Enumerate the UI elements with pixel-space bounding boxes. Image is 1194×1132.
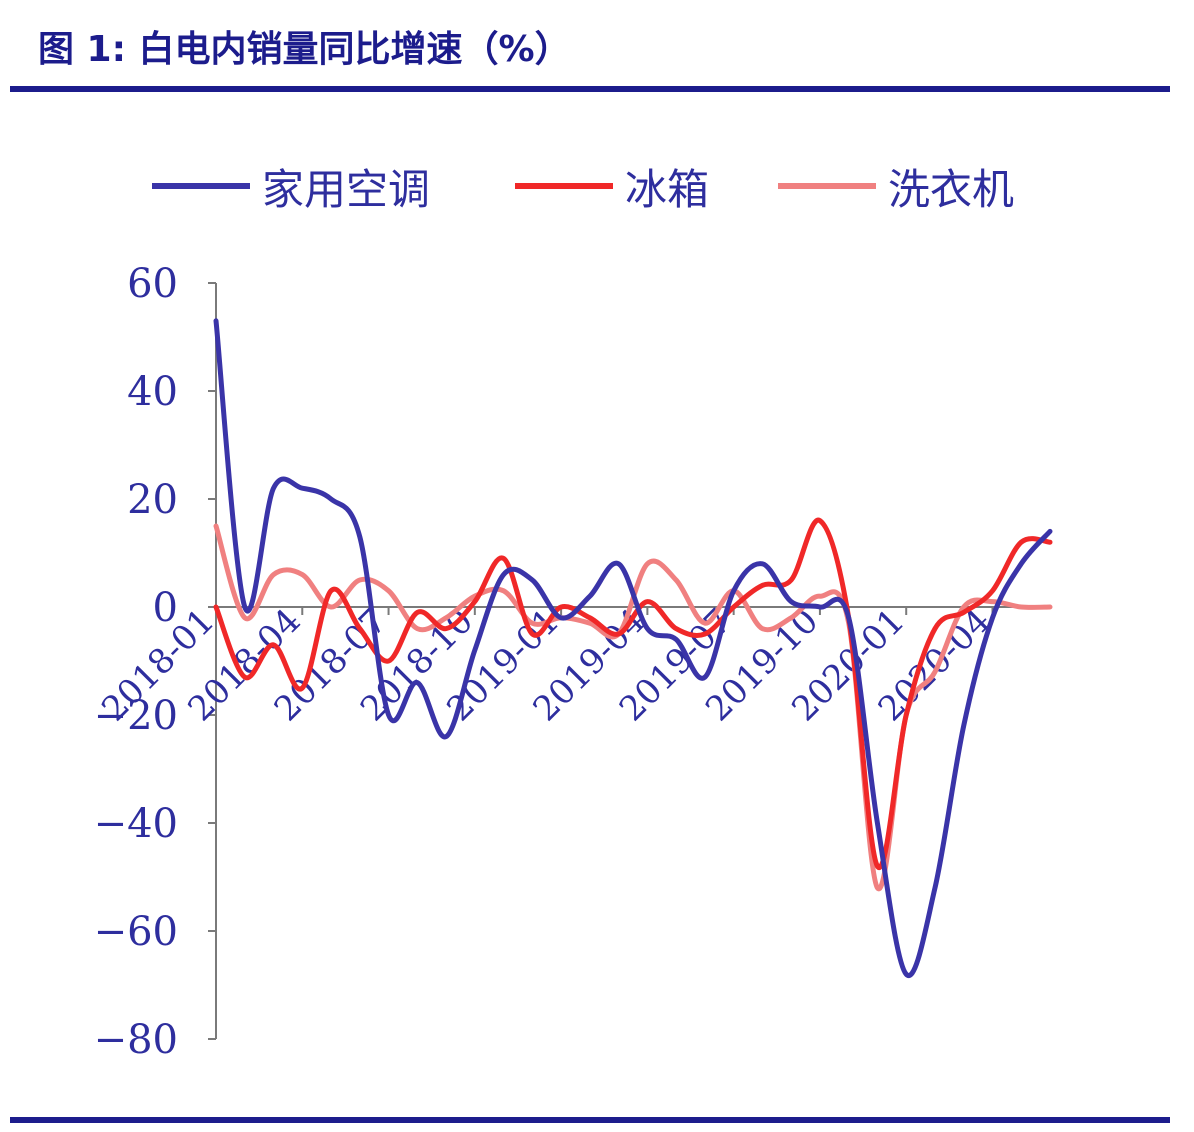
y-tick-label: −20	[94, 693, 178, 739]
top-rule	[10, 86, 1170, 92]
series-line-1	[213, 517, 1053, 871]
y-tick-label: 0	[153, 585, 178, 631]
y-tick-label: 60	[127, 261, 178, 307]
legend-label-2: 洗衣机	[888, 165, 1014, 214]
legend-label-0: 家用空调	[262, 165, 430, 214]
y-tick-label: −40	[94, 801, 178, 847]
y-tick-label: 40	[127, 369, 178, 415]
y-tick-label: −60	[94, 909, 178, 955]
series-lines	[213, 318, 1053, 979]
series-line-0	[213, 318, 1053, 979]
legend-label-1: 冰箱	[625, 165, 709, 214]
y-tick-label: −80	[94, 1017, 178, 1063]
y-tick-label: 20	[127, 477, 178, 523]
legend: 家用空调 冰箱 洗衣机	[152, 165, 1014, 214]
bottom-rule	[10, 1117, 1170, 1123]
figure-title: 图 1: 白电内销量同比增速（%）	[38, 29, 571, 70]
